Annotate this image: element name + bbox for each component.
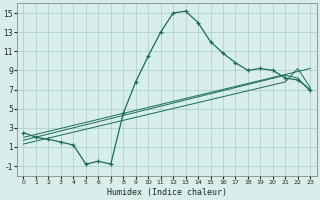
X-axis label: Humidex (Indice chaleur): Humidex (Indice chaleur): [107, 188, 227, 197]
